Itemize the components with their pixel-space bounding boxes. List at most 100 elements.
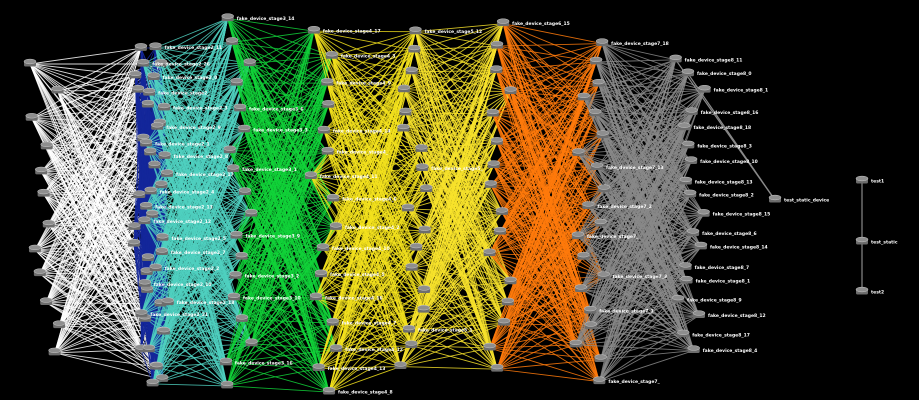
- device-node[interactable]: [405, 340, 418, 349]
- device-node[interactable]: fake_device_stage8_2: [683, 189, 754, 198]
- device-node[interactable]: [592, 78, 605, 87]
- device-node[interactable]: fake_device_stage5_: [416, 163, 483, 172]
- device-node[interactable]: fake_device_stage2_5: [156, 233, 226, 242]
- device-node[interactable]: fake_device_stage2_21: [135, 309, 208, 318]
- device-node[interactable]: [577, 252, 590, 260]
- device-node[interactable]: [484, 180, 498, 188]
- device-node[interactable]: [23, 58, 37, 67]
- device-node[interactable]: [487, 160, 500, 168]
- device-node[interactable]: [418, 225, 431, 234]
- device-node[interactable]: fake_device_stage2_10: [138, 279, 212, 288]
- device-node[interactable]: fake_device_stage8_9: [671, 295, 742, 304]
- device-node[interactable]: fake_device_stage3_16: [219, 357, 293, 366]
- device-node[interactable]: test_static: [855, 236, 898, 246]
- device-node[interactable]: [155, 374, 169, 382]
- device-node[interactable]: fake_device_stage4_14: [317, 125, 391, 134]
- device-node[interactable]: [150, 361, 164, 370]
- device-node[interactable]: test_static_device: [768, 194, 829, 204]
- device-node[interactable]: [223, 145, 237, 154]
- device-node[interactable]: [225, 37, 239, 45]
- device-node[interactable]: [235, 314, 249, 322]
- device-node[interactable]: fake_device_stage2_8: [158, 151, 229, 160]
- device-node[interactable]: fake_device_stage7_18: [595, 38, 669, 47]
- device-node[interactable]: [489, 65, 503, 74]
- device-node[interactable]: fake_device_stage8_1: [698, 85, 769, 94]
- device-node[interactable]: [140, 267, 153, 275]
- device-node[interactable]: [394, 361, 407, 370]
- device-node[interactable]: fake_device_stage7_1: [583, 305, 654, 315]
- device-node[interactable]: fake_device_stage4_9: [321, 77, 391, 87]
- device-node[interactable]: [245, 338, 258, 347]
- device-node[interactable]: fake_device_stage2_9: [150, 122, 221, 131]
- device-node[interactable]: fake_device_stage8_3: [682, 140, 752, 149]
- device-node[interactable]: [495, 207, 509, 215]
- device-node[interactable]: fake_device_stage2_13: [139, 201, 213, 211]
- device-node[interactable]: [405, 263, 418, 271]
- device-node[interactable]: fake_device_stage5_12: [409, 26, 482, 35]
- device-node[interactable]: fake_device_stage2_4: [144, 186, 215, 195]
- device-node[interactable]: [504, 276, 517, 285]
- device-node[interactable]: [417, 285, 431, 293]
- device-node[interactable]: fake_device_stage5_1: [402, 324, 473, 334]
- device-node[interactable]: fake_device_stage8_10: [684, 156, 758, 165]
- device-node[interactable]: [572, 148, 585, 156]
- device-node[interactable]: fake_device_stage2_17: [160, 169, 234, 178]
- device-node[interactable]: fake_device_stage4_17: [307, 26, 381, 35]
- device-node[interactable]: [397, 84, 411, 93]
- device-node[interactable]: [401, 203, 415, 212]
- device-node[interactable]: test1: [855, 175, 884, 185]
- device-node[interactable]: [399, 107, 412, 116]
- device-node[interactable]: fake_device_stage4_8: [322, 386, 393, 396]
- device-node[interactable]: [154, 58, 168, 67]
- device-node[interactable]: fake_device_stage8_6: [686, 228, 757, 237]
- device-node[interactable]: fake_device_stage4_12: [329, 344, 403, 353]
- device-node[interactable]: fake_device_stage2_18: [161, 297, 235, 306]
- device-node[interactable]: [490, 137, 504, 145]
- device-node[interactable]: fake_device_stage4_13: [312, 363, 386, 372]
- device-node[interactable]: fake_device_stage2_3: [157, 102, 228, 112]
- device-node[interactable]: fake_device_stage2_: [142, 87, 210, 97]
- device-node[interactable]: fake_device_stage8_12: [692, 310, 766, 319]
- device-node[interactable]: fake_device_stage4_16: [309, 292, 383, 301]
- device-node[interactable]: fake_device_stage4_11: [304, 171, 378, 180]
- device-node[interactable]: [132, 190, 146, 199]
- device-node[interactable]: [220, 380, 234, 389]
- device-node[interactable]: fake_device_stage3_2: [229, 271, 300, 280]
- device-node[interactable]: fake_device_stage7_3: [597, 271, 668, 280]
- device-node[interactable]: fake_device_stage3_9: [230, 230, 300, 240]
- device-node[interactable]: [128, 222, 141, 230]
- device-node[interactable]: [483, 248, 496, 257]
- device-node[interactable]: fake_device_stage2_0: [147, 72, 218, 81]
- device-node[interactable]: [483, 342, 496, 351]
- device-node[interactable]: [145, 210, 159, 218]
- device-node[interactable]: fake_device_stage2_7: [155, 247, 226, 256]
- device-node[interactable]: [157, 326, 171, 335]
- device-node[interactable]: fake_device_stage2_11: [149, 42, 222, 51]
- device-node[interactable]: [504, 86, 517, 95]
- device-node[interactable]: [490, 363, 504, 372]
- device-node[interactable]: fake_device_stage4_2: [329, 222, 400, 231]
- device-node[interactable]: [420, 184, 433, 193]
- device-node[interactable]: [141, 253, 155, 261]
- device-node[interactable]: fake_device_stage8_1: [680, 275, 751, 285]
- device-node[interactable]: [415, 144, 428, 152]
- device-node[interactable]: fake_device_stage7_2: [582, 201, 652, 210]
- device-node[interactable]: fake_device_stage4_7: [326, 318, 397, 327]
- device-node[interactable]: [51, 85, 64, 94]
- device-node[interactable]: fake_device_stage8_17: [676, 329, 750, 338]
- device-node[interactable]: [594, 218, 607, 227]
- device-node[interactable]: [569, 339, 582, 348]
- device-node[interactable]: [589, 56, 603, 65]
- device-node[interactable]: fake_device_stage2_12: [138, 216, 211, 225]
- device-node[interactable]: [142, 344, 156, 353]
- device-node[interactable]: fake_device_stage2_26: [136, 58, 210, 68]
- device-node[interactable]: fake_device_stage8_11: [669, 54, 743, 63]
- device-node[interactable]: [33, 268, 47, 277]
- device-node[interactable]: fake_device_stage7_13: [590, 162, 664, 171]
- device-node[interactable]: [574, 284, 588, 292]
- device-node[interactable]: fake_device_stage8_4: [687, 345, 758, 354]
- device-node[interactable]: [486, 108, 500, 117]
- device-node[interactable]: test2: [855, 286, 884, 296]
- device-node[interactable]: fake_device_stage8_0: [681, 68, 752, 77]
- device-node[interactable]: [146, 378, 159, 387]
